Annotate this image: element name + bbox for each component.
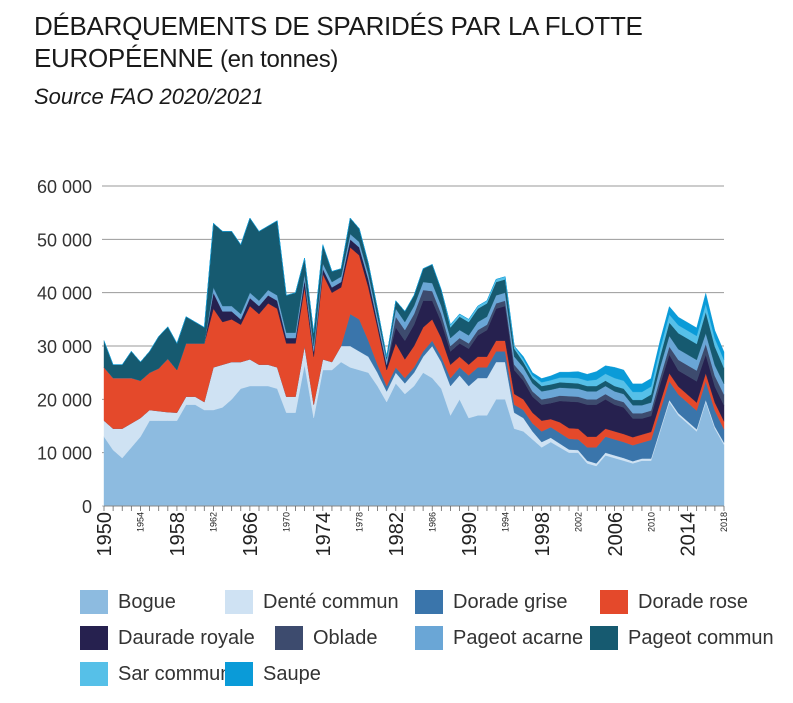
title-line2: EUROPÉENNE [34, 43, 214, 73]
legend-swatch [80, 662, 108, 686]
x-tick-label: 1978 [355, 512, 365, 532]
x-tick-label: 1970 [282, 512, 292, 532]
legend-swatch [415, 626, 443, 650]
legend-item: Pageot acarne [415, 624, 583, 652]
legend-item: Sar commun [80, 660, 231, 688]
x-tick-label: 2014 [678, 512, 700, 557]
legend-label: Sar commun [118, 662, 232, 685]
x-tick-label: 1998 [532, 512, 554, 557]
x-tick-label: 1986 [427, 512, 437, 532]
legend-item: Pageot commun [590, 624, 774, 652]
y-tick-label: 30 000 [37, 337, 92, 357]
legend-swatch [415, 590, 443, 614]
y-tick-label: 0 [82, 497, 92, 517]
x-tick-label: 2002 [573, 512, 583, 532]
legend-label: Oblade [313, 626, 378, 649]
area-series-saupe [103, 217, 725, 393]
x-tick-label: 1974 [313, 512, 335, 557]
y-tick-label: 60 000 [37, 177, 92, 197]
legend-label: Bogue [118, 590, 176, 613]
x-tick-label: 1962 [209, 512, 219, 532]
x-tick-label: 1958 [167, 512, 189, 557]
x-tick-label: 1990 [459, 512, 481, 557]
title-unit: (en tonnes) [219, 46, 339, 73]
chart-title: DÉBARQUEMENTS DE SPARIDÉS PAR LA FLOTTE … [34, 10, 643, 76]
x-tick-label: 1994 [500, 512, 510, 532]
legend-label: Daurade royale [118, 626, 255, 649]
title-line1: DÉBARQUEMENTS DE SPARIDÉS PAR LA FLOTTE [34, 11, 643, 41]
legend-item: Bogue [80, 588, 176, 616]
area-series-group [103, 217, 725, 507]
legend-item: Dorade grise [415, 588, 568, 616]
x-tick-label: 1982 [386, 512, 408, 557]
legend-item: Daurade royale [80, 624, 255, 652]
legend-label: Pageot commun [628, 626, 774, 649]
legend-label: Dorade grise [453, 590, 568, 613]
legend-label: Saupe [263, 662, 321, 685]
legend-swatch [600, 590, 628, 614]
legend-item: Denté commun [225, 588, 399, 616]
x-tick-label: 2018 [719, 512, 729, 532]
legend-label: Pageot acarne [453, 626, 584, 649]
x-tick-label: 1966 [240, 512, 262, 557]
legend-swatch [225, 590, 253, 614]
legend-label: Dorade rose [638, 590, 749, 613]
x-axis: 1950 1958 1966 1974 1982 1990 1998 2006 2014 1954… [94, 505, 729, 557]
legend-swatch [225, 662, 253, 686]
y-tick-label: 20 000 [37, 390, 92, 410]
chart-subtitle: Source FAO 2020/2021 [34, 84, 264, 109]
x-tick-label: 2006 [605, 512, 627, 557]
y-axis: 0 10 000 20 000 30 000 40 000 50 000 60 000 [37, 177, 92, 517]
legend-swatch [275, 626, 303, 650]
legend-swatch [80, 590, 108, 614]
legend-item: Dorade rose [600, 588, 748, 616]
legend-label: Denté commun [263, 590, 399, 613]
y-tick-label: 40 000 [37, 284, 92, 304]
x-tick-label: 1950 [94, 512, 116, 557]
legend-swatch [80, 626, 108, 650]
y-tick-label: 50 000 [37, 230, 92, 250]
x-tick-label: 1954 [136, 512, 146, 532]
y-tick-label: 10 000 [37, 444, 92, 464]
legend-swatch [590, 626, 618, 650]
legend-item: Saupe [225, 660, 321, 688]
x-tick-label: 2010 [646, 512, 656, 532]
legend-item: Oblade [275, 624, 378, 652]
